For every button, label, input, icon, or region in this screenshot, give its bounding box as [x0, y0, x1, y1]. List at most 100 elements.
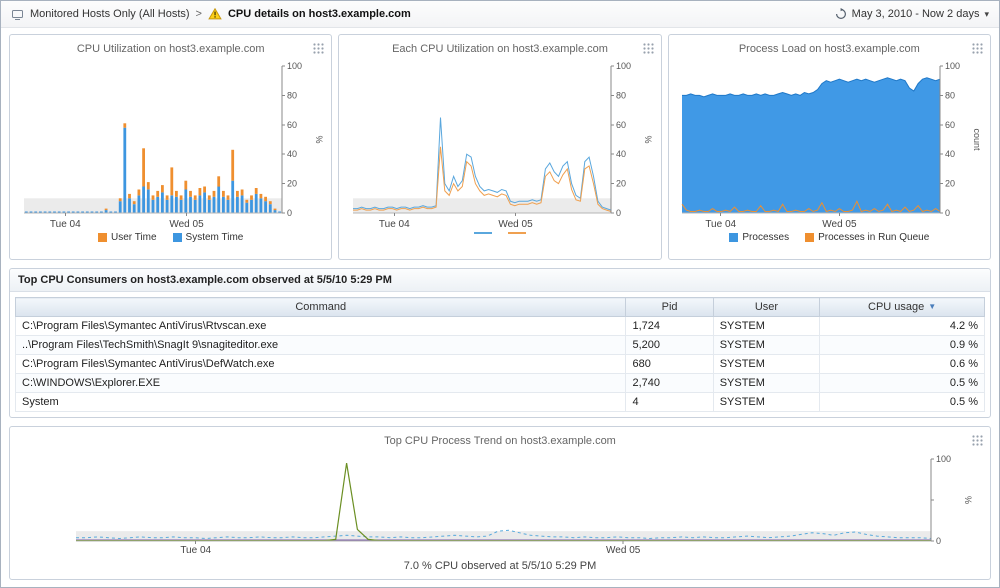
legend-item: Processes	[729, 232, 789, 243]
column-header-user[interactable]: User	[712, 297, 821, 317]
table-row[interactable]: System 4 SYSTEM 0.5 %	[14, 392, 985, 412]
svg-text:Tue 04: Tue 04	[180, 545, 211, 556]
legend-item	[473, 232, 492, 234]
svg-text:Wed 05: Wed 05	[498, 219, 533, 230]
table-title: Top CPU Consumers on host3.example.com o…	[10, 269, 990, 292]
svg-text:80: 80	[287, 90, 297, 100]
legend-swatch	[172, 233, 182, 242]
svg-text:100: 100	[936, 454, 951, 464]
top-cpu-process-trend-chart[interactable]: 0 100% Tue 04 Wed 05	[21, 453, 979, 557]
table-row[interactable]: ..\Program Files\TechSmith\SnagIt 9\snag…	[14, 335, 985, 355]
table-cell: 680	[625, 354, 714, 374]
chart-title: CPU Utilization on host3.example.com	[76, 43, 265, 55]
svg-text:0: 0	[945, 208, 950, 218]
chart-title: Top CPU Process Trend on host3.example.c…	[384, 435, 616, 447]
table-cell: 2,740	[625, 373, 714, 393]
table-cell: SYSTEM	[712, 392, 821, 412]
svg-text:100: 100	[287, 61, 302, 71]
svg-text:100: 100	[616, 61, 631, 71]
svg-text:100: 100	[945, 61, 960, 71]
column-header-cpu-usage[interactable]: CPU usage ▼	[819, 297, 985, 317]
table-row[interactable]: C:\WINDOWS\Explorer.EXE 2,740 SYSTEM 0.5 %	[14, 373, 985, 393]
each-cpu-utilization-chart[interactable]: 0 20 40 60 80 100% Tue 04 Wed 05	[343, 61, 657, 231]
breadcrumb-root-link[interactable]: Monitored Hosts Only (All Hosts)	[30, 8, 190, 20]
table-cell: C:\Program Files\Symantec AntiVirus\DefW…	[14, 354, 627, 374]
legend-swatch	[97, 233, 107, 242]
legend-swatch	[805, 233, 815, 242]
svg-text:20: 20	[287, 179, 297, 189]
legend-label: Processes	[742, 232, 790, 243]
chart-menu-icon[interactable]	[642, 42, 655, 55]
chart-caption: 7.0 % CPU observed at 5/5/10 5:29 PM	[403, 560, 597, 572]
table-cell: SYSTEM	[712, 354, 821, 374]
chart-title: Each CPU Utilization on host3.example.co…	[392, 43, 608, 55]
svg-text:60: 60	[616, 120, 626, 130]
sort-desc-icon: ▼	[928, 302, 937, 311]
svg-text:Tue 04: Tue 04	[50, 219, 81, 230]
legend-swatch	[473, 232, 492, 234]
svg-text:0: 0	[616, 208, 621, 218]
time-range-icon	[835, 8, 847, 20]
table-cell: C:\WINDOWS\Explorer.EXE	[14, 373, 627, 393]
legend-swatch	[507, 232, 526, 234]
process-load-chart[interactable]: 0 20 40 60 80 100 count Tue 04 Wed 05	[672, 61, 986, 231]
svg-text:40: 40	[287, 149, 297, 159]
top-bar: Monitored Hosts Only (All Hosts) > CPU d…	[1, 1, 999, 28]
svg-text:Wed 05: Wed 05	[606, 545, 641, 556]
svg-text:Wed 05: Wed 05	[169, 219, 204, 230]
svg-text:20: 20	[616, 179, 626, 189]
table-cell: ..\Program Files\TechSmith\SnagIt 9\snag…	[14, 335, 627, 355]
chart-legend	[339, 232, 660, 234]
panel-each-cpu-utilization: Each CPU Utilization on host3.example.co…	[338, 34, 662, 260]
panel-top-cpu-consumers: Top CPU Consumers on host3.example.com o…	[9, 268, 991, 418]
table-row[interactable]: C:\Program Files\Symantec AntiVirus\DefW…	[14, 354, 985, 374]
svg-text:%: %	[643, 135, 653, 143]
page-title: CPU details on host3.example.com	[227, 8, 411, 20]
time-range-label: May 3, 2010 - Now 2 days	[851, 8, 980, 20]
time-range-selector[interactable]: May 3, 2010 - Now 2 days ▾	[835, 8, 989, 20]
panel-process-load: Process Load on host3.example.com 0 20 40 6…	[667, 34, 991, 260]
breadcrumb: Monitored Hosts Only (All Hosts) > CPU d…	[11, 7, 411, 21]
table-cell: 5,200	[625, 335, 714, 355]
table-cell: SYSTEM	[712, 373, 821, 393]
table-cell: SYSTEM	[712, 316, 821, 336]
table-row[interactable]: C:\Program Files\Symantec AntiVirus\Rtvs…	[14, 316, 985, 336]
chart-menu-icon[interactable]	[971, 434, 984, 447]
svg-text:40: 40	[616, 149, 626, 159]
svg-text:0: 0	[287, 208, 292, 218]
column-header-pid[interactable]: Pid	[625, 297, 714, 317]
svg-text:Tue 04: Tue 04	[706, 219, 737, 230]
legend-label: System Time	[185, 232, 244, 243]
legend-item: User Time	[97, 232, 157, 243]
column-header-command[interactable]: Command	[14, 297, 627, 317]
svg-text:Wed 05: Wed 05	[823, 219, 858, 230]
breadcrumb-separator: >	[195, 8, 202, 20]
svg-text:%: %	[963, 496, 973, 504]
chart-menu-icon[interactable]	[312, 42, 325, 55]
svg-text:80: 80	[945, 90, 955, 100]
svg-text:20: 20	[945, 179, 955, 189]
table-cell: SYSTEM	[712, 335, 821, 355]
legend-label: Processes in Run Queue	[818, 232, 930, 243]
svg-text:0: 0	[936, 536, 941, 546]
table-cell: 0.5 %	[819, 373, 985, 393]
table-header-row: Command Pid User CPU usage ▼	[14, 297, 985, 317]
cpu-utilization-chart[interactable]: 0 20 40 60 80 100% Tue 04 Wed 05	[14, 61, 328, 231]
chart-title: Process Load on host3.example.com	[738, 43, 920, 55]
table-cell: System	[14, 392, 627, 412]
legend-swatch	[729, 233, 739, 242]
table-cell: 0.9 %	[819, 335, 985, 355]
legend-item: Processes in Run Queue	[805, 232, 929, 243]
chart-menu-icon[interactable]	[971, 42, 984, 55]
table-cell: 0.6 %	[819, 354, 985, 374]
legend-label: User Time	[110, 232, 157, 243]
table-cell: 4	[625, 392, 714, 412]
legend-item: System Time	[172, 232, 244, 243]
legend-item	[507, 232, 526, 234]
table-cell: 0.5 %	[819, 392, 985, 412]
svg-text:60: 60	[945, 120, 955, 130]
svg-text:count: count	[972, 128, 982, 151]
panel-cpu-utilization: CPU Utilization on host3.example.com 0 20…	[9, 34, 333, 260]
top-cpu-consumers-table: Command Pid User CPU usage ▼ C:\Program File…	[14, 297, 985, 412]
